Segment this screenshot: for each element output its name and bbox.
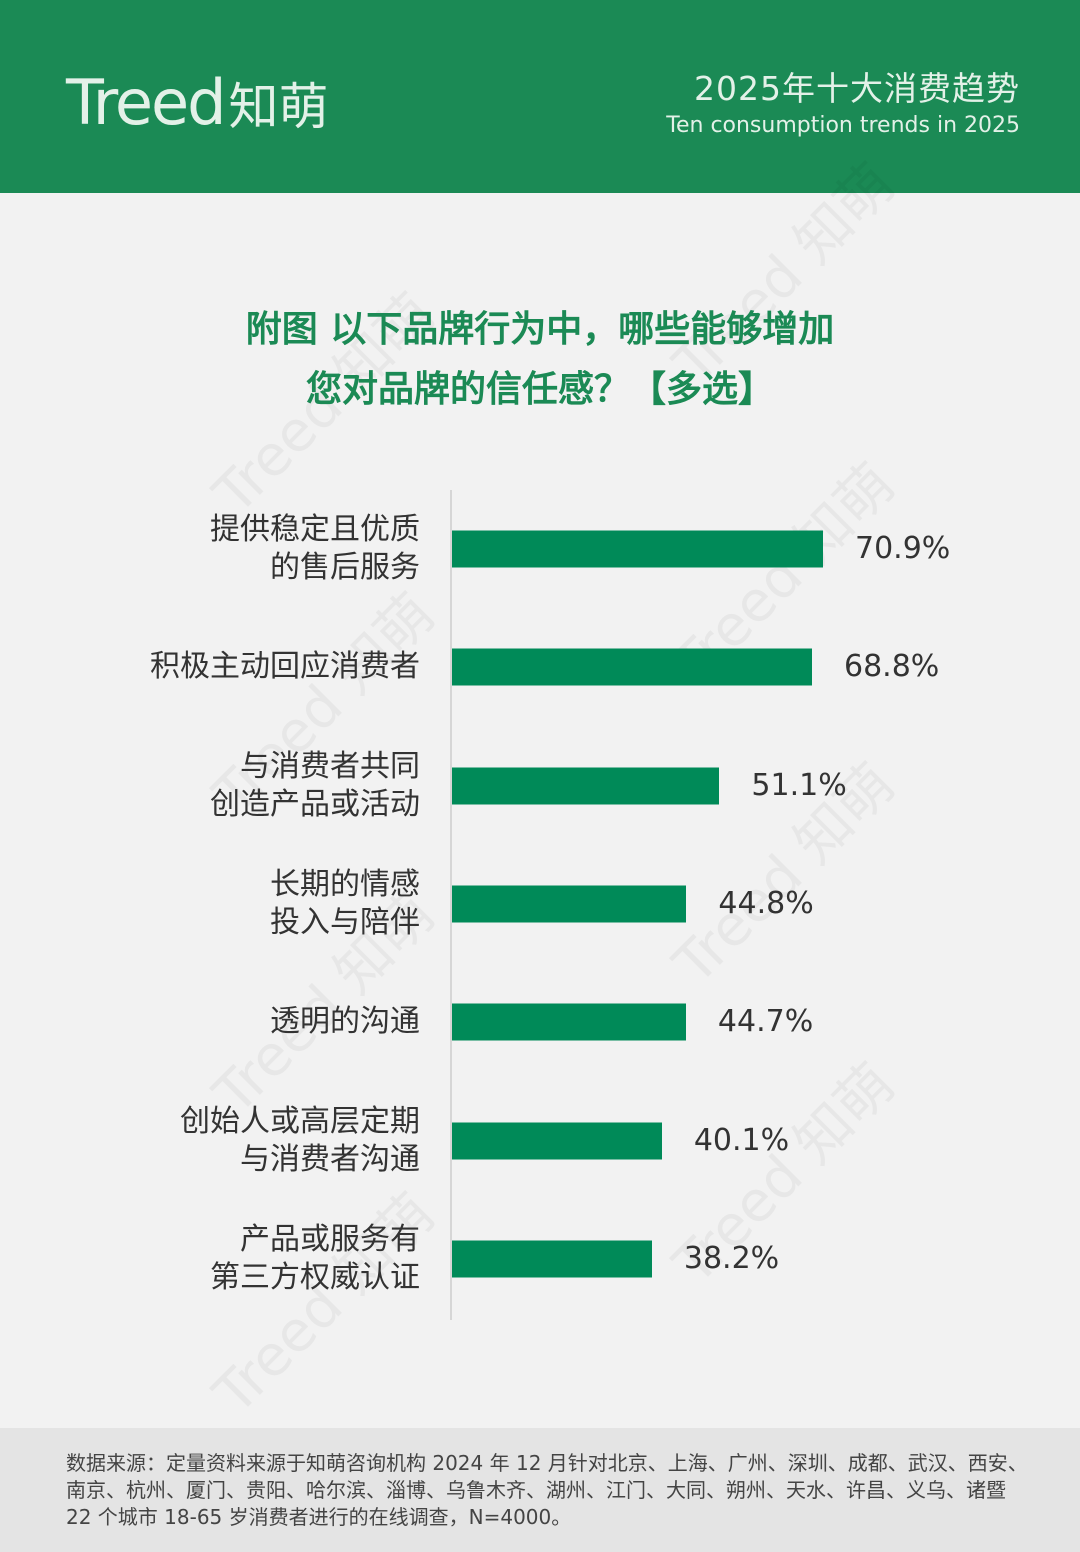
value-label: 44.7% <box>717 1004 814 1040</box>
category-label: 积极主动回应消费者 <box>150 649 420 685</box>
brand-logo: Treed知萌 <box>66 68 329 142</box>
bar <box>452 1122 662 1159</box>
header-title-cn: 2025年十大消费趋势 <box>694 69 1020 108</box>
bar <box>452 1003 686 1041</box>
bar <box>452 767 720 805</box>
data-source-note: 数据来源：定量资料来源于知萌咨询机构 2024 年 12 月针对北京、上海、广州… <box>66 1451 1028 1529</box>
value-label: 40.1% <box>693 1122 790 1158</box>
category-label: 提供稳定且优质 的售后服务 <box>210 512 420 585</box>
chart-title: 附图 以下品牌行为中，哪些能够增加 您对品牌的信任感？【多选】 <box>0 300 1080 420</box>
category-label: 透明的沟通 <box>270 1004 420 1040</box>
chart-title-line1: 附图 以下品牌行为中，哪些能够增加 <box>245 309 835 350</box>
chart-title-line2: 您对品牌的信任感？【多选】 <box>305 369 774 410</box>
value-label: 38.2% <box>683 1240 780 1276</box>
header-banner: Treed知萌 2025年十大消费趋势 Ten consumption tren… <box>0 0 1080 193</box>
bar <box>452 1240 652 1278</box>
bar-chart: 提供稳定且优质 的售后服务 70.9% 积极主动回应消费者 68.8% 与消费者共同 创造产… <box>0 490 1080 1320</box>
value-label: 51.1% <box>751 767 847 803</box>
category-label: 创始人或高层定期 与消费者沟通 <box>180 1103 420 1177</box>
category-label: 与消费者共同 创造产品或活动 <box>210 748 420 822</box>
logo-cn-text: 知萌 <box>228 78 329 136</box>
bar <box>452 530 823 568</box>
category-axis-line <box>450 490 452 1320</box>
bar <box>452 885 687 923</box>
category-label: 长期的情感 投入与陪伴 <box>270 866 420 940</box>
value-label: 70.9% <box>855 531 951 566</box>
header-title-en: Ten consumption trends in 2025 <box>666 113 1020 138</box>
value-label: 44.8% <box>718 885 814 921</box>
header-title-block: 2025年十大消费趋势 Ten consumption trends in 20… <box>666 68 1020 140</box>
footer: 数据来源：定量资料来源于知萌咨询机构 2024 年 12 月针对北京、上海、广州… <box>0 1428 1080 1552</box>
bar <box>452 648 812 686</box>
logo-text: Treed <box>66 66 227 139</box>
category-label: 产品或服务有 第三方权威认证 <box>210 1221 420 1295</box>
value-label: 68.8% <box>844 649 940 685</box>
